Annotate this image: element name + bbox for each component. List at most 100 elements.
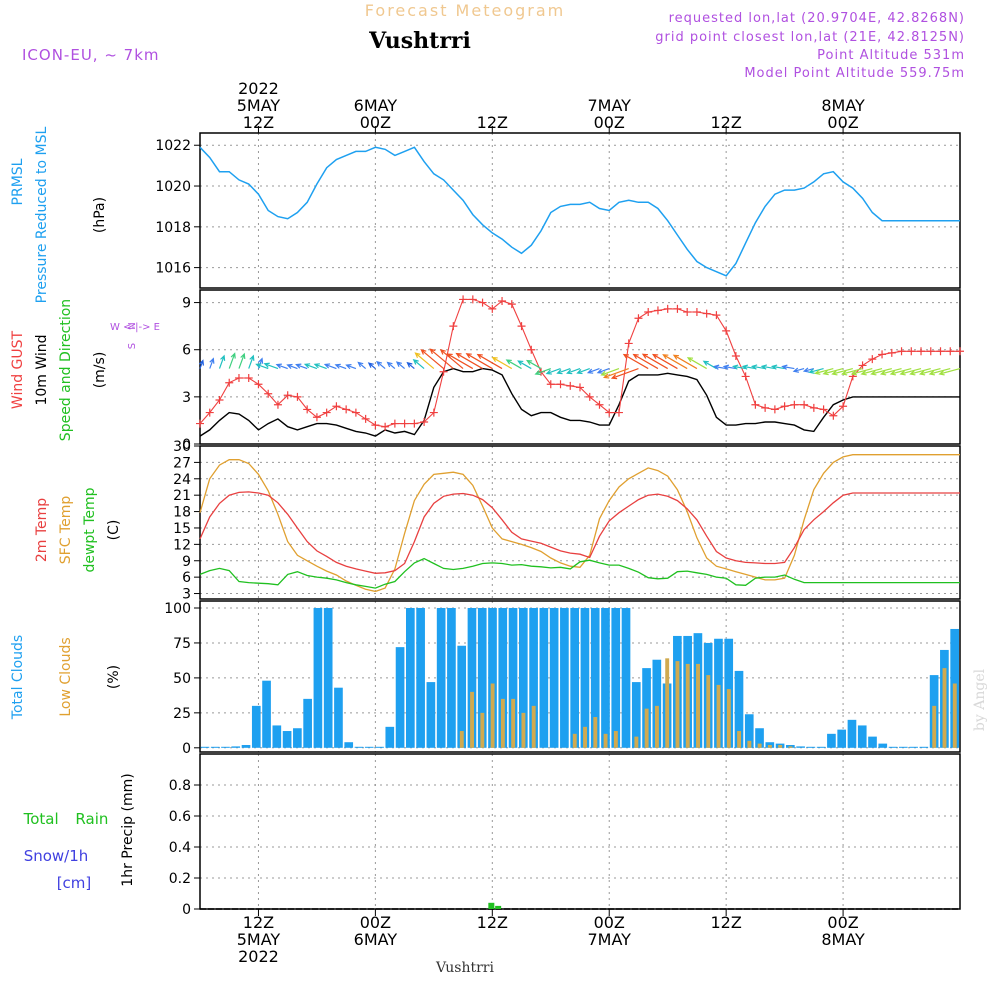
bottom-time-label: 00Z [360, 913, 391, 932]
gust-marker [926, 347, 935, 356]
wind-direction-arrow [731, 364, 746, 370]
pressure-label-2: Pressure Reduced to MSL [34, 126, 50, 303]
wind-direction-arrow [781, 364, 795, 370]
wind-direction-arrow [889, 367, 912, 376]
gust-marker [439, 367, 448, 376]
top-time-label: 00Z [360, 113, 391, 132]
low-cloud-bar [685, 663, 690, 748]
wind-direction-arrow [218, 354, 226, 369]
wind-direction-arrow [345, 364, 357, 370]
gust-marker [390, 419, 399, 428]
low-cloud-bar [583, 726, 587, 748]
panel-frame [199, 600, 961, 753]
y-tick-label: 1022 [155, 138, 191, 154]
y-tick-label: 0 [182, 902, 191, 918]
low-cloud-bar [613, 731, 618, 748]
wind-unit: (m/s) [92, 352, 108, 389]
total-cloud-bar [909, 746, 918, 748]
bottom-time-label: 12Z [710, 913, 741, 932]
total-cloud-bar [210, 746, 220, 748]
total-cloud-bar [631, 682, 641, 748]
total-cloud-bar [560, 607, 569, 748]
total-cloud-bar [426, 682, 436, 748]
precip-unit: 1hr Precip (mm) [120, 773, 136, 886]
low-cloud-bar [942, 668, 947, 748]
total-cloud-bar [919, 746, 929, 748]
top-time-label: 00Z [594, 113, 625, 132]
wind-direction-arrow [275, 363, 288, 370]
total-cloud-bar [857, 725, 867, 748]
y-tick-label: 30 [173, 439, 191, 455]
low-cloud-bar [459, 731, 464, 748]
wind-direction-arrow [429, 348, 454, 370]
wind-direction-arrow [672, 354, 698, 370]
product-title: Forecast Meteogram [365, 1, 565, 20]
gust-marker [371, 421, 380, 430]
y-tick-label: 9 [182, 554, 191, 570]
total-cloud-bar [385, 726, 395, 748]
wind-direction-arrow [334, 363, 347, 370]
low-cloud-bar [726, 689, 731, 748]
total-cloud-bar [827, 733, 836, 748]
rain-label: Total Rain [23, 810, 109, 828]
gust-marker [585, 392, 594, 401]
top-time-label: 12Z [477, 113, 508, 132]
total-cloud-bar [488, 607, 497, 748]
y-tick-label: 12 [173, 537, 191, 553]
cloud-unit: (%) [106, 665, 122, 689]
y-tick-label: 3 [182, 390, 191, 406]
bottom-time-label: 00Z [594, 913, 625, 932]
y-tick-label: 3 [182, 587, 191, 603]
low-cloud-label: Low Clouds [58, 637, 74, 716]
bottom-time-label: 00Z [827, 913, 858, 932]
low-cloud-bar [778, 745, 783, 748]
total-cloud-bar [231, 746, 241, 748]
wind-direction-arrow [228, 352, 236, 369]
total-cloud-bar [529, 607, 538, 748]
top-time-label: 00Z [827, 113, 858, 132]
gust-marker [507, 300, 516, 309]
low-cloud-bar [593, 717, 598, 748]
t2m-line [199, 491, 960, 574]
y-tick-label: 0.6 [169, 809, 191, 825]
total-cloud-bar [549, 607, 559, 748]
gust-marker [868, 355, 877, 364]
gust-marker [215, 396, 224, 404]
gust-marker [342, 405, 351, 414]
gust-marker [800, 400, 809, 409]
gust-marker [225, 378, 234, 387]
wind-direction-arrow [928, 367, 951, 376]
wind-direction-arrow [702, 360, 717, 370]
wind-direction-arrow [238, 352, 246, 369]
total-cloud-bar [837, 729, 847, 748]
total-cloud-bar [447, 607, 456, 748]
low-cloud-bar [747, 740, 752, 748]
gust-marker [312, 413, 321, 422]
gust-marker [644, 308, 653, 316]
gust-marker [712, 311, 721, 320]
wind-direction-arrow [248, 354, 255, 369]
total-cloud-bar [847, 719, 857, 748]
y-tick-label: 0.2 [169, 871, 191, 887]
low-cloud-bar [675, 661, 680, 748]
y-tick-label: 1020 [155, 179, 191, 195]
wind-direction-arrow [446, 353, 474, 370]
low-cloud-bar [696, 663, 700, 748]
gust-marker [196, 419, 204, 428]
requested-point: requested lon,lat (20.9704E, 42.8268N) [669, 11, 965, 26]
wind-direction-arrow [414, 352, 435, 370]
gust-marker [790, 400, 799, 409]
total-cloud-bar [416, 607, 425, 748]
pressure-unit: (hPa) [92, 197, 108, 233]
gust-marker [702, 309, 711, 318]
total-cloud-bar [755, 728, 764, 748]
gust-marker [546, 380, 555, 389]
rain-bar [495, 905, 502, 909]
gust-marker [605, 408, 614, 417]
gust-marker [780, 402, 789, 411]
wind-direction-arrow [566, 368, 581, 375]
low-cloud-bar [654, 705, 659, 748]
y-tick-label: 24 [173, 472, 191, 488]
gust-marker [819, 405, 828, 414]
total-cloud-bar [262, 680, 271, 748]
